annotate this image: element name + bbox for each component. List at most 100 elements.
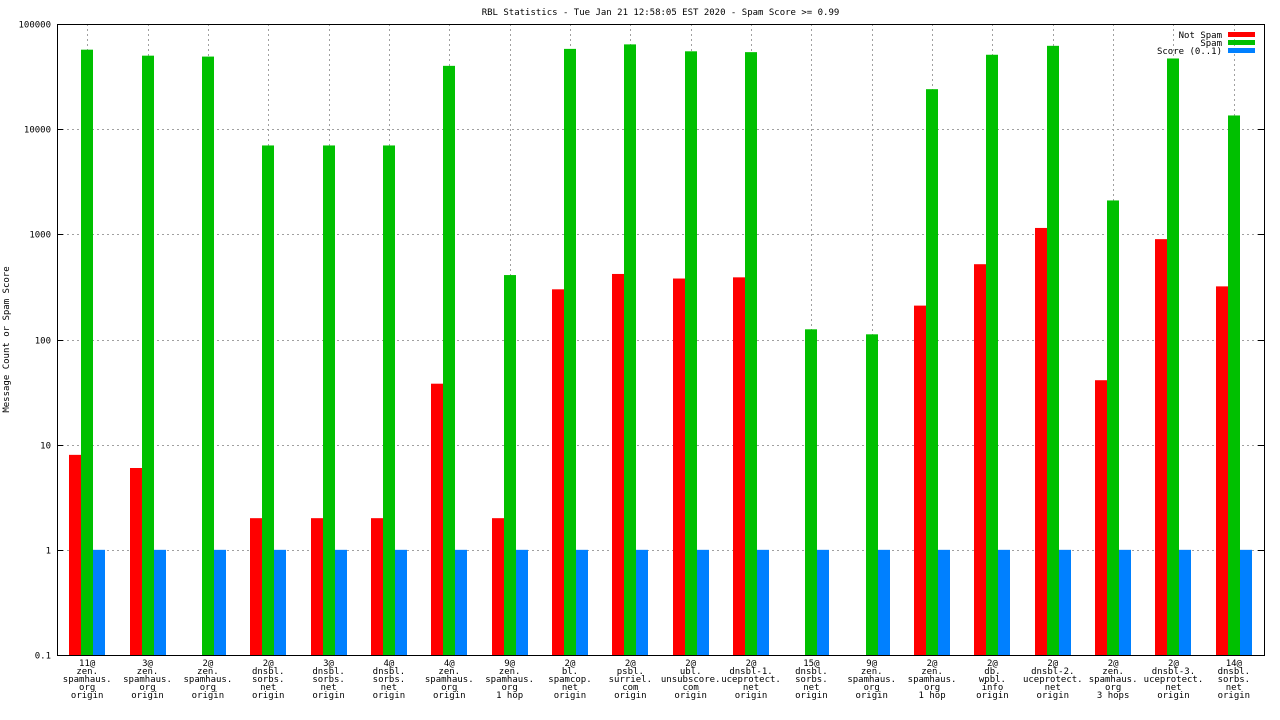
x-category-line: net	[1165, 683, 1181, 693]
x-category-line: zen.	[438, 667, 460, 677]
x-category-line: origin	[433, 691, 466, 701]
x-category-line: dnsbl-2.	[1031, 667, 1074, 677]
x-category-line: dnsbl-3.	[1152, 667, 1195, 677]
bar-score-0-1	[938, 549, 950, 655]
x-category-line: org	[924, 683, 940, 693]
x-category-line: dnsbl.	[373, 667, 406, 677]
x-category-line: dnsbl.	[1218, 667, 1251, 677]
bar-score-0-1	[455, 549, 467, 655]
x-category-line: unsubscore.	[661, 675, 721, 685]
x-category-line: origin	[71, 691, 104, 701]
x-category-line: 4@	[384, 659, 395, 669]
bar-not-spam	[673, 278, 685, 655]
x-category-line: uceprotect.	[721, 675, 781, 685]
bars	[69, 44, 1252, 656]
x-category-line: spamhaus.	[1089, 675, 1138, 685]
x-category-line: dnsbl.	[312, 667, 345, 677]
bar-spam	[202, 56, 214, 655]
bar-spam	[624, 44, 636, 655]
bar-spam	[1107, 200, 1119, 656]
x-category-line: spamhaus.	[183, 675, 232, 685]
bar-score-0-1	[1059, 549, 1071, 655]
x-category-line: 2@	[565, 659, 576, 669]
x-category-line: 4@	[444, 659, 455, 669]
bar-spam	[1047, 45, 1059, 655]
x-category-line: org	[501, 683, 517, 693]
x-category-line: 3 hops	[1097, 691, 1130, 701]
x-category-line: zen.	[1102, 667, 1124, 677]
y-tick-label: 10000	[24, 126, 51, 136]
x-category-line: net	[260, 683, 276, 693]
x-category-line: net	[1045, 683, 1061, 693]
x-category-line: bl.	[562, 667, 578, 677]
bar-score-0-1	[154, 549, 166, 655]
x-category-line: origin	[976, 691, 1009, 701]
x-category-line: 2@	[1168, 659, 1179, 669]
bar-score-0-1	[576, 549, 588, 655]
x-category-line: dnsbl-1.	[729, 667, 772, 677]
x-category-line: zen.	[861, 667, 883, 677]
x-category-line: 11@	[79, 659, 96, 669]
bar-score-0-1	[93, 549, 105, 655]
bar-score-0-1	[697, 549, 709, 655]
y-tick-label: 1000	[29, 231, 51, 241]
x-category-line: 2@	[1047, 659, 1058, 669]
y-axis-ticks: 0.1 1 10 100 1000 10000 100000	[18, 21, 1264, 662]
bar-spam	[443, 65, 455, 655]
x-category-line: ubl.	[680, 667, 702, 677]
x-category-line: 2@	[202, 659, 213, 669]
x-category-line: origin	[554, 691, 587, 701]
x-category-line: 9@	[866, 659, 877, 669]
bar-score-0-1	[1119, 549, 1131, 655]
x-category-line: 2@	[746, 659, 757, 669]
x-category-line: 3@	[323, 659, 334, 669]
bar-not-spam	[250, 518, 262, 655]
bar-score-0-1	[214, 549, 226, 655]
x-category-line: zen.	[499, 667, 521, 677]
x-category-line: net	[381, 683, 397, 693]
x-category-line: net	[320, 683, 336, 693]
x-category-line: 2@	[625, 659, 636, 669]
x-category-line: origin	[674, 691, 707, 701]
x-category-line: 3@	[142, 659, 153, 669]
legend-swatch	[1228, 40, 1255, 45]
bar-score-0-1	[516, 549, 528, 655]
x-category-line: origin	[312, 691, 345, 701]
x-category-line: net	[1226, 683, 1242, 693]
x-category-line: 2@	[1108, 659, 1119, 669]
x-category-line: sorbs.	[252, 675, 285, 685]
x-category-line: spamhaus.	[425, 675, 474, 685]
legend-label: Spam	[1200, 39, 1222, 49]
bar-score-0-1	[335, 549, 347, 655]
bar-not-spam	[311, 518, 323, 655]
chart-title: RBL Statistics - Tue Jan 21 12:58:05 EST…	[482, 8, 840, 18]
x-category-line: spamhaus.	[63, 675, 112, 685]
bar-not-spam	[914, 305, 926, 655]
bar-not-spam	[974, 264, 986, 655]
bar-not-spam	[552, 289, 564, 655]
x-category-line: origin	[192, 691, 225, 701]
bar-score-0-1	[1240, 549, 1252, 655]
x-category-line: 9@	[504, 659, 515, 669]
bar-spam	[383, 145, 395, 655]
x-category-line: spamhaus.	[123, 675, 172, 685]
bar-spam	[1228, 115, 1240, 655]
x-category-line: zen.	[76, 667, 98, 677]
x-category-line: spamhaus.	[847, 675, 896, 685]
y-tick-label: 100000	[18, 21, 51, 31]
bar-spam	[81, 49, 93, 655]
x-category-line: zen.	[197, 667, 219, 677]
x-category-line: com	[622, 683, 638, 693]
bar-spam	[805, 329, 817, 655]
bar-spam	[142, 55, 154, 655]
x-category-line: dnsbl.	[252, 667, 285, 677]
bar-not-spam	[1035, 227, 1047, 655]
x-category-line: origin	[795, 691, 828, 701]
x-category-line: origin	[1037, 691, 1070, 701]
